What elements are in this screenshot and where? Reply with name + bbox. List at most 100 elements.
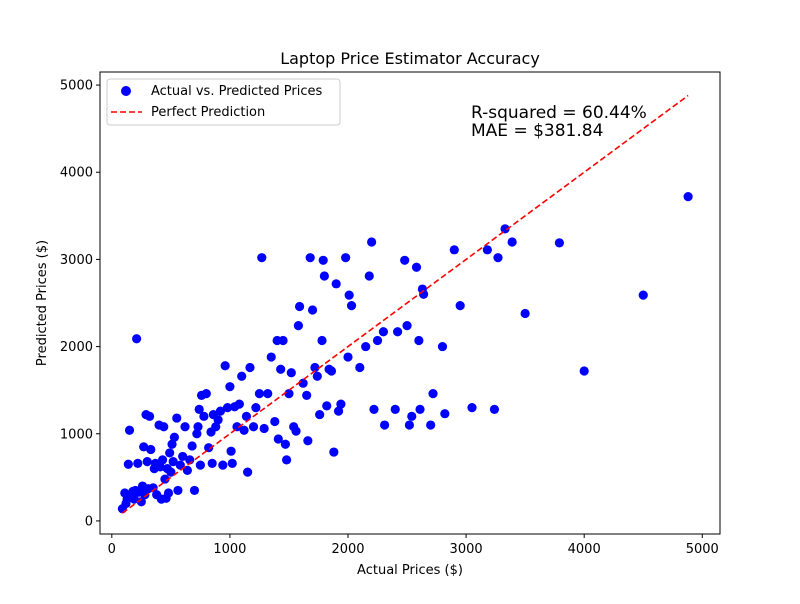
scatter-point	[166, 467, 176, 477]
scatter-point	[266, 352, 276, 362]
scatter-point	[355, 362, 365, 373]
scatter-point	[225, 382, 235, 392]
scatter-point	[331, 279, 341, 289]
scatter-point	[426, 420, 436, 430]
legend: Actual vs. Predicted Prices Perfect Pred…	[106, 78, 341, 126]
scatter-point	[226, 446, 236, 456]
scatter-point	[333, 406, 344, 416]
scatter-point	[344, 290, 354, 300]
annotation-r-squared: R-squared = 60.44%	[471, 103, 647, 123]
scatter-point	[400, 255, 410, 265]
legend-label-scatter: Actual vs. Predicted Prices	[151, 84, 322, 99]
scatter-point	[257, 253, 267, 263]
scatter-point	[361, 341, 371, 352]
scatter-point	[291, 426, 301, 436]
scatter-point	[369, 404, 379, 414]
scatter-point	[245, 362, 255, 373]
annotation-mae: MAE = $381.84	[471, 121, 603, 141]
scatter-point	[169, 432, 179, 442]
scatter-point	[467, 403, 477, 413]
x-tick-label: 0	[108, 542, 116, 557]
scatter-point	[273, 434, 283, 444]
scatter-point	[175, 460, 185, 470]
scatter-point	[187, 441, 197, 451]
scatter-point	[449, 245, 459, 255]
x-tick-label: 2000	[331, 542, 364, 557]
scatter-point	[207, 458, 217, 468]
scatter-point	[276, 364, 286, 374]
scatter-point	[336, 399, 346, 409]
scatter-point	[129, 494, 139, 504]
scatter-point	[189, 485, 200, 496]
legend-label-line: Perfect Prediction	[151, 105, 265, 120]
scatter-point	[683, 192, 693, 202]
y-tick-label: 4000	[60, 166, 93, 181]
x-tick-label: 5000	[686, 542, 719, 557]
scatter-point	[507, 237, 517, 247]
scatter-point	[218, 460, 228, 470]
y-tick-label: 1000	[60, 427, 93, 442]
scatter-point	[148, 483, 158, 493]
scatter-point	[315, 409, 325, 420]
scatter-point	[241, 411, 252, 421]
scatter-point	[239, 425, 249, 435]
scatter-point	[407, 411, 417, 421]
scatter-point	[414, 335, 424, 346]
scatter-point	[404, 420, 415, 430]
scatter-point	[136, 497, 146, 507]
scatter-point	[303, 436, 313, 446]
scatter-point	[307, 305, 318, 315]
scatter-point	[123, 459, 133, 469]
scatter-point	[204, 443, 214, 453]
x-tick-label: 1000	[213, 542, 246, 557]
scatter-point	[159, 422, 169, 432]
scatter-point	[163, 488, 174, 498]
scatter-point	[500, 224, 510, 234]
scatter-point	[294, 301, 305, 312]
scatter-point	[372, 335, 383, 346]
scatter-point	[157, 455, 168, 465]
scatter-point	[493, 253, 503, 263]
scatter-point	[160, 474, 170, 484]
scatter-point	[222, 403, 233, 413]
scatter-point	[319, 271, 329, 281]
scatter-point	[286, 368, 296, 378]
y-tick-label: 5000	[60, 79, 93, 94]
scatter-point	[168, 457, 178, 467]
scatter-point	[201, 389, 211, 399]
x-axis-label: Actual Prices ($)	[357, 563, 463, 578]
scatter-point	[193, 422, 203, 432]
scatter-point	[142, 457, 152, 467]
perfect-prediction-line	[121, 94, 689, 514]
y-tick-label: 2000	[60, 340, 93, 355]
scatter-point	[248, 422, 259, 432]
legend-marker-scatter	[121, 86, 131, 96]
x-tick-label: 3000	[450, 542, 483, 557]
scatter-point	[380, 420, 390, 430]
scatter-point	[310, 362, 320, 373]
scatter-point	[455, 301, 465, 311]
scatter-point	[145, 411, 155, 421]
scatter-point	[194, 404, 204, 414]
scatter-point	[415, 404, 425, 414]
scatter-point	[411, 262, 422, 272]
scatter-point	[180, 422, 190, 432]
y-tick-label: 0	[85, 514, 93, 529]
scatter-point	[520, 308, 530, 319]
scatter-point	[237, 371, 247, 381]
scatter-point	[251, 403, 261, 413]
scatter-point	[390, 404, 400, 414]
scatter-point	[343, 352, 353, 362]
scatter-point	[232, 422, 242, 432]
scatter-point	[165, 448, 175, 458]
scatter-point	[364, 271, 374, 281]
scatter-point	[281, 455, 292, 465]
scatter-point	[326, 366, 337, 376]
scatter-point	[293, 321, 303, 331]
scatter-point	[243, 467, 253, 477]
scatter-point	[173, 485, 183, 496]
scatter-point	[124, 425, 135, 435]
chart-title: Laptop Price Estimator Accuracy	[280, 49, 540, 68]
